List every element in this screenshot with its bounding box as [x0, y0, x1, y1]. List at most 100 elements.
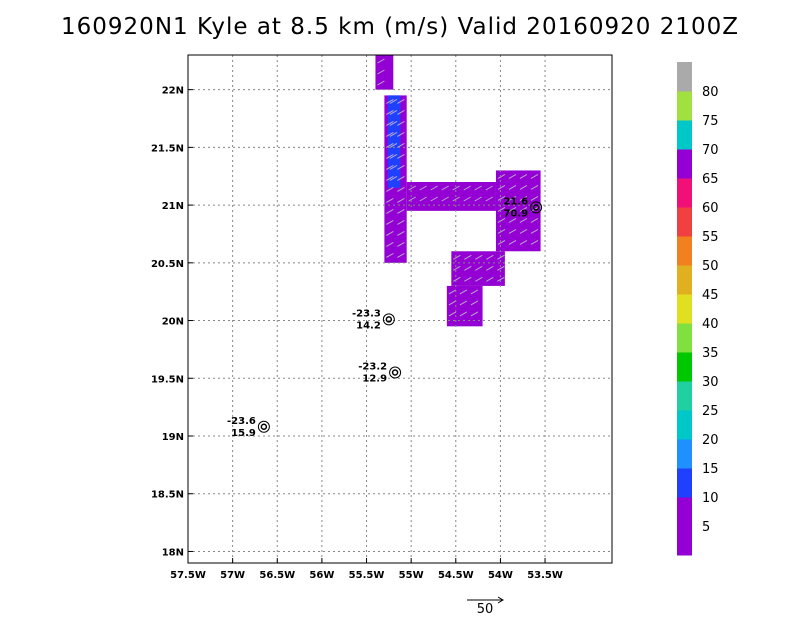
wind-arrow — [530, 218, 539, 223]
wind-arrow — [497, 185, 506, 190]
wind-arrow — [419, 185, 427, 191]
colorbar-label: 15 — [702, 462, 719, 477]
wind-arrow — [459, 289, 468, 295]
wind-region-3 — [406, 182, 496, 211]
wind-arrow — [459, 300, 468, 306]
grid-lines — [188, 55, 612, 563]
chart-title: 160920N1 Kyle at 8.5 km (m/s) Valid 2016… — [61, 14, 739, 40]
storm-point-bottom-value: 12.9 — [362, 374, 387, 385]
wind-arrow — [386, 131, 394, 137]
storm-symbol-inner — [260, 423, 268, 431]
wind-region-0 — [375, 55, 394, 90]
colorbar-segment — [677, 381, 692, 411]
storm-symbol-outer — [389, 366, 402, 379]
axis-ticks: 57.5W 57W 56.5W 56W 55.5W 55W 54.5W 54W 53.5W 18N… — [151, 86, 563, 581]
wind-arrow — [519, 218, 528, 223]
storm-point-bottom-value: 15.9 — [231, 428, 256, 439]
wind-arrow — [508, 174, 517, 179]
wind-arrow — [519, 196, 528, 201]
y-tick-label: 20.5N — [151, 259, 184, 270]
wind-arrow — [453, 276, 461, 282]
y-tick-label: 22N — [162, 86, 184, 97]
wind-arrow — [386, 120, 394, 126]
wind-arrow — [474, 196, 482, 202]
wind-arrow — [453, 265, 461, 271]
wind-arrow — [470, 289, 479, 295]
wind-arrow — [519, 229, 528, 234]
wind-arrow — [397, 208, 405, 214]
y-tick-label: 18N — [162, 547, 184, 558]
colorbar-segment — [677, 294, 692, 324]
colorbar-label: 10 — [702, 491, 719, 506]
wind-arrows — [377, 58, 539, 317]
colorbar-segment — [677, 91, 692, 121]
colorbar-label: 70 — [702, 143, 719, 158]
wind-arrow — [397, 131, 405, 137]
wind-arrow — [397, 164, 405, 170]
wind-arrow — [389, 131, 398, 137]
wind-arrow — [519, 207, 528, 212]
wind-arrow — [485, 196, 493, 202]
wind-arrow — [386, 241, 394, 247]
wind-arrow — [389, 120, 398, 126]
colorbar-segment — [677, 178, 692, 208]
colorbar-label: 50 — [702, 259, 719, 274]
wind-arrow — [497, 254, 505, 260]
wind-arrow — [397, 252, 405, 258]
wind-arrow — [441, 185, 449, 191]
wind-arrow — [386, 230, 394, 236]
colorbar-label: 65 — [702, 172, 719, 187]
wind-arrow — [377, 80, 385, 86]
wind-arrow — [386, 208, 394, 214]
wind-arrow — [389, 142, 398, 148]
wind-arrow — [452, 185, 460, 191]
wind-arrow — [464, 254, 472, 260]
wind-arrow — [377, 69, 385, 75]
colorbar-label: 35 — [702, 346, 719, 361]
wind-arrow — [389, 164, 398, 170]
wind-arrow — [448, 300, 457, 306]
wind-arrow — [386, 175, 394, 181]
x-tick-label: 57.5W — [170, 570, 206, 581]
wind-arrow — [397, 98, 405, 104]
storm-points: 21.670.9 -23.314.2 -23.212.9 -23.615.9 — [227, 196, 543, 439]
wind-arrow — [448, 311, 457, 317]
wind-arrow — [474, 185, 482, 191]
x-tick-label: 56W — [309, 570, 334, 581]
storm-point-bottom-value: 70.9 — [503, 208, 528, 219]
colorbar-label: 60 — [702, 201, 719, 216]
wind-arrow — [530, 174, 539, 179]
wind-arrow — [377, 58, 385, 64]
storm-symbol-outer — [530, 201, 543, 214]
wind-arrow — [497, 218, 506, 223]
wind-region-2 — [387, 95, 401, 188]
y-tick-label: 19N — [162, 432, 184, 443]
wind-region-6 — [446, 285, 483, 327]
wind-arrow — [397, 186, 405, 192]
storm-symbol-outer — [382, 313, 395, 326]
colorbar-segment — [677, 439, 692, 469]
storm-symbol-inner — [391, 369, 399, 376]
colorbar-label: 40 — [702, 317, 719, 332]
wind-arrow — [397, 120, 405, 126]
x-tick-label: 54W — [488, 570, 513, 581]
x-tick-label: 53.5W — [527, 570, 563, 581]
wind-arrow — [452, 196, 460, 202]
wind-arrow — [508, 207, 517, 212]
colorbar-label: 45 — [702, 288, 719, 303]
wind-arrow — [430, 185, 438, 191]
wind-regions — [375, 55, 541, 327]
colorbar-segment — [677, 323, 692, 353]
wind-arrow — [497, 196, 506, 201]
y-tick-label: 19.5N — [151, 374, 184, 385]
wind-arrow — [497, 240, 506, 245]
storm-symbol-inner — [532, 204, 540, 211]
wind-arrow — [441, 196, 449, 202]
wind-arrow — [448, 289, 457, 295]
wind-arrow — [389, 109, 398, 115]
wind-arrow — [530, 229, 539, 234]
wind-arrow — [463, 196, 471, 202]
x-tick-label: 54.5W — [438, 570, 474, 581]
colorbar-segment — [677, 497, 692, 527]
